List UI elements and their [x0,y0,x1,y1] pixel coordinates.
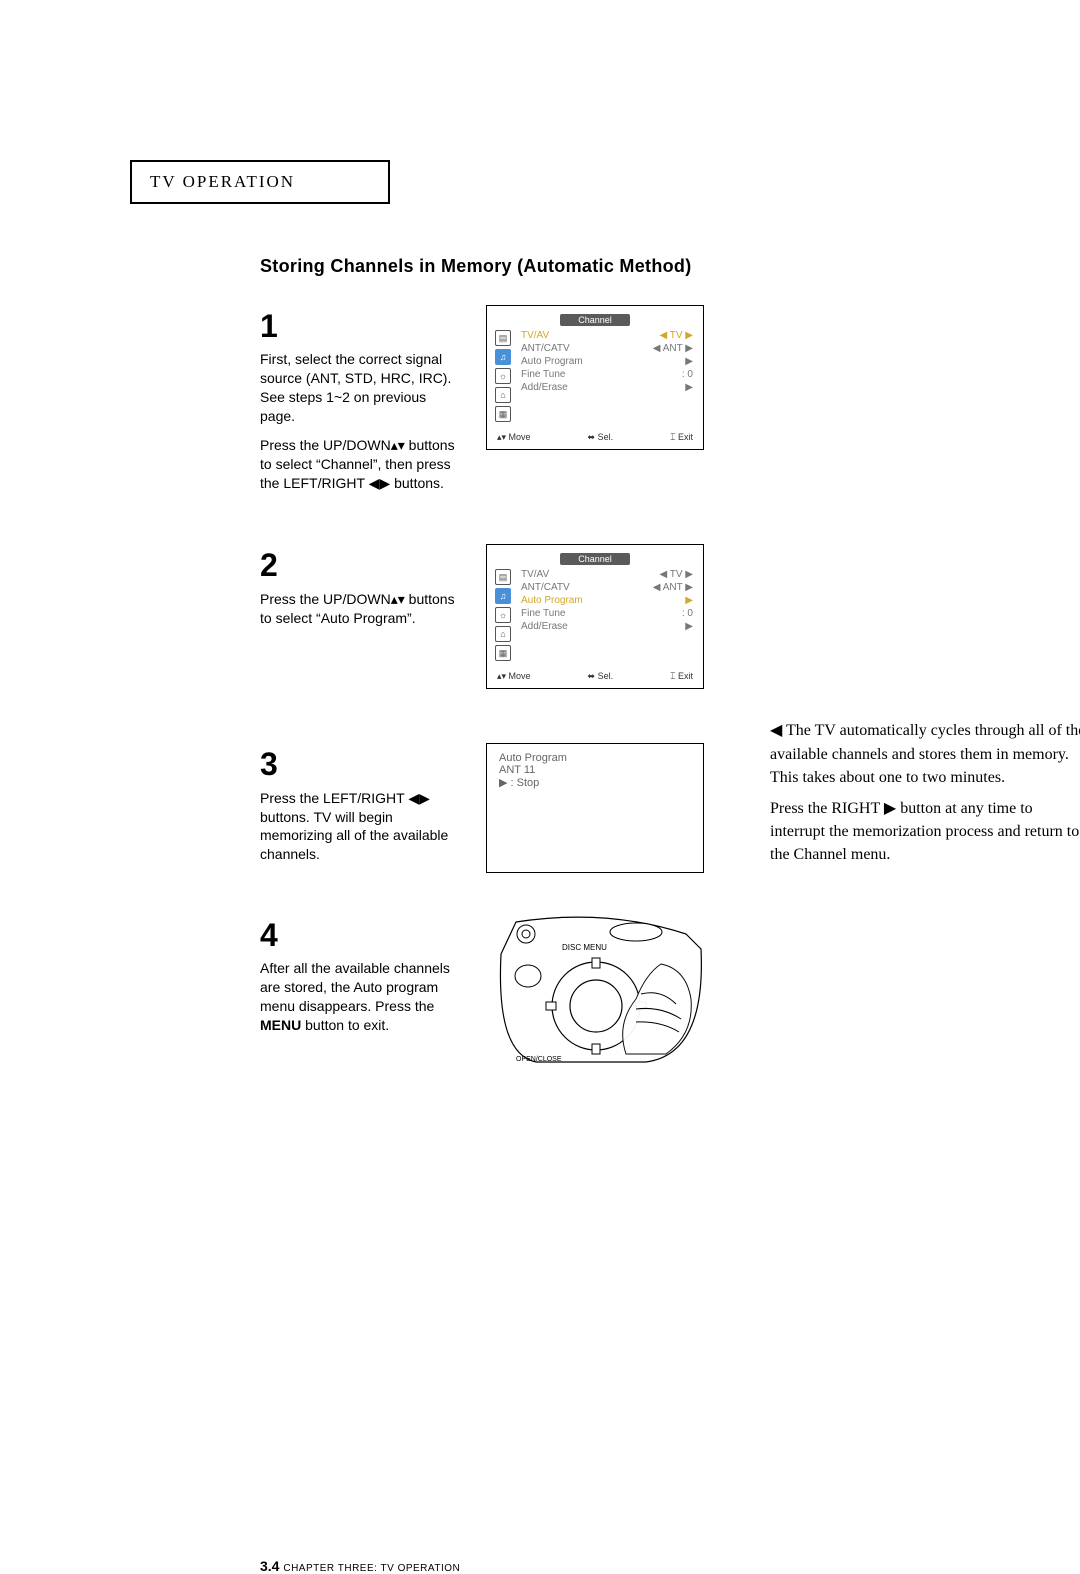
step-1-p1: First, select the correct signal source … [260,350,458,426]
osd-screenshot-3: Auto Program ANT 11 ▶ : Stop [486,743,704,873]
osd-icon-2: ♫ [495,349,511,365]
osd-icon-3: ☼ [495,368,511,384]
step-2: 2 Press the UP/DOWN▴▾ buttons to select … [260,544,950,689]
remote-illustration: DISC MENU OPEN/CLOSE [486,914,704,1064]
osd-foot-move: ▴▾ Move [497,432,531,443]
osd-screenshot-2: Channel ▤ ♫ ☼ ⌂ ▦ TV/AV◀ TV ▶ ANT/CATV◀ … [486,544,704,689]
simpleosd-l2: ANT 11 [499,764,691,776]
osd2-title: Channel [560,553,630,565]
osd1-footer: ▴▾ Move ⬌ Sel. ⌶ Exit [495,432,695,443]
osd2-footer: ▴▾ Move ⬌ Sel. ⌶ Exit [495,671,695,682]
osd-foot-exit: ⌶ Exit [670,432,693,443]
side-note-p2: Press the RIGHT ▶ button at any time to … [770,797,1080,867]
osd1-row-tvav: TV/AV◀ TV ▶ [519,330,695,341]
osd-icon-5: ▦ [495,645,511,661]
step-3-text: 3 Press the LEFT/RIGHT ◀▶ buttons. TV wi… [260,743,458,874]
step-1: 1 First, select the correct signal sourc… [260,305,950,502]
step-1-number: 1 [260,305,458,348]
osd2-row-autoprog: Auto Program▶ [519,595,695,606]
osd1-menu: TV/AV◀ TV ▶ ANT/CATV◀ ANT ▶ Auto Program… [519,330,695,422]
osd1-title: Channel [560,314,630,326]
step-3-number: 3 [260,743,458,786]
updown-icon: ▴▾ [391,437,405,453]
side-note: ◀ The TV automatically cycles through al… [770,719,1080,874]
simpleosd-l1: Auto Program [499,752,691,764]
footer-text: CHAPTER THREE: TV OPERATION [283,1563,460,1574]
osd2-row-finetune: Fine Tune: 0 [519,608,695,619]
side-note-p1: ◀ The TV automatically cycles through al… [770,719,1080,789]
osd1-row-finetune: Fine Tune: 0 [519,369,695,380]
step-1-text: 1 First, select the correct signal sourc… [260,305,458,502]
left-arrow-icon: ◀ [770,722,786,739]
simpleosd-l3: ▶ : Stop [499,776,691,789]
step-2-text: 2 Press the UP/DOWN▴▾ buttons to select … [260,544,458,637]
page-number: 3.4 [260,1558,279,1574]
page-footer: 3.4 CHAPTER THREE: TV OPERATION [260,1558,460,1574]
updown-icon: ▴▾ [391,591,405,607]
right-arrow-icon: ▶ [884,800,896,817]
open-close-label: OPEN/CLOSE [516,1056,562,1063]
osd-icon-4: ⌂ [495,387,511,403]
osd-screenshot-1: Channel ▤ ♫ ☼ ⌂ ▦ TV/AV◀ TV ▶ ANT/CATV◀ … [486,305,704,450]
disc-menu-label: DISC MENU [562,943,607,952]
step-3-p1: Press the LEFT/RIGHT ◀▶ buttons. TV will… [260,789,458,865]
step-3: 3 Press the LEFT/RIGHT ◀▶ buttons. TV wi… [260,743,950,874]
leftright-icon: ◀▶ [369,475,391,491]
leftright-icon: ◀▶ [408,790,430,806]
osd-icon-1: ▤ [495,569,511,585]
osd-icon-2: ♫ [495,588,511,604]
step-1-p2: Press the UP/DOWN▴▾ buttons to select “C… [260,436,458,493]
osd2-row-adderase: Add/Erase▶ [519,621,695,632]
step-2-number: 2 [260,544,458,587]
step-4: 4 After all the available channels are s… [260,914,950,1064]
osd-foot-sel: ⬌ Sel. [588,432,614,443]
osd1-row-autoprog: Auto Program▶ [519,356,695,367]
osd-icon-3: ☼ [495,607,511,623]
section-header: TV OPERATION [130,160,390,204]
section-header-title: TV OPERATION [150,172,295,191]
step-2-p1: Press the UP/DOWN▴▾ buttons to select “A… [260,590,458,628]
osd2-menu: TV/AV◀ TV ▶ ANT/CATV◀ ANT ▶ Auto Program… [519,569,695,661]
osd2-sidebar-icons: ▤ ♫ ☼ ⌂ ▦ [495,569,513,661]
step-4-number: 4 [260,914,458,957]
osd2-row-tvav: TV/AV◀ TV ▶ [519,569,695,580]
page-title: Storing Channels in Memory (Automatic Me… [260,256,950,277]
osd2-row-antcatv: ANT/CATV◀ ANT ▶ [519,582,695,593]
step-4-text: 4 After all the available channels are s… [260,914,458,1045]
osd-icon-1: ▤ [495,330,511,346]
osd-icon-4: ⌂ [495,626,511,642]
osd1-sidebar-icons: ▤ ♫ ☼ ⌂ ▦ [495,330,513,422]
osd1-row-adderase: Add/Erase▶ [519,382,695,393]
step-4-p1: After all the available channels are sto… [260,959,458,1035]
osd-icon-5: ▦ [495,406,511,422]
osd1-row-antcatv: ANT/CATV◀ ANT ▶ [519,343,695,354]
